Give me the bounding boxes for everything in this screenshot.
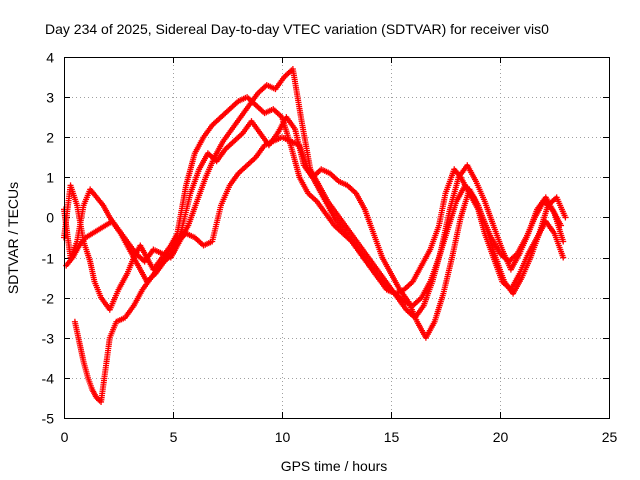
x-tick-label: 0 [61,429,69,445]
y-axis-label: SDTVAR / TECUs [5,182,21,294]
y-tick-label: -1 [42,251,55,267]
data-series [61,66,569,405]
y-tick-label: 4 [46,50,54,66]
x-tick-label: 15 [384,429,400,445]
data-point [560,254,567,261]
y-tick-label: -3 [42,331,55,347]
y-tick-label: 1 [46,170,54,186]
series-track-1 [61,94,567,313]
y-tick-label: -2 [42,291,55,307]
y-tick-label: 3 [46,90,54,106]
chart-title: Day 234 of 2025, Sidereal Day-to-day VTE… [45,21,549,37]
data-point [562,214,569,221]
x-axis-label: GPS time / hours [281,458,388,474]
data-point [560,238,567,245]
x-tick-label: 20 [493,429,509,445]
y-tick-label: 0 [46,210,54,226]
y-tick-label: -5 [42,411,55,427]
x-tick-label: 5 [170,429,178,445]
series-track-4 [63,114,569,341]
plot-frame [64,57,610,419]
series-track-2 [61,66,567,321]
y-tick-label: -4 [42,371,55,387]
data-point [558,222,565,229]
x-tick-label: 10 [275,429,291,445]
x-tick-label: 25 [602,429,618,445]
y-tick-label: 2 [46,130,54,146]
